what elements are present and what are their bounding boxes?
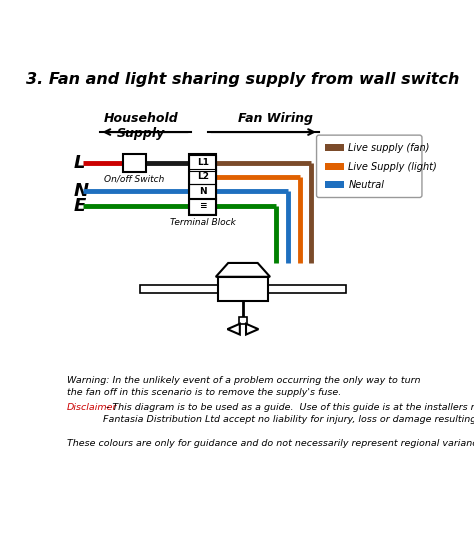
Bar — [140, 285, 218, 293]
Text: Terminal Block: Terminal Block — [170, 218, 236, 228]
Bar — [325, 181, 344, 188]
Bar — [325, 144, 344, 152]
Text: Household
Supply: Household Supply — [103, 112, 178, 140]
Polygon shape — [246, 324, 258, 335]
Bar — [325, 163, 344, 170]
Text: L: L — [73, 154, 85, 172]
Bar — [268, 285, 346, 293]
Text: E: E — [73, 197, 85, 215]
Bar — [190, 154, 216, 215]
Text: Disclaimer: Disclaimer — [67, 403, 118, 412]
Text: - This diagram is to be used as a guide.  Use of this guide is at the installers: - This diagram is to be used as a guide.… — [103, 403, 474, 424]
Text: N: N — [199, 187, 207, 196]
Text: Live Supply (light): Live Supply (light) — [348, 162, 437, 171]
FancyBboxPatch shape — [317, 135, 422, 198]
Text: Fan Wiring: Fan Wiring — [237, 112, 312, 125]
Text: L1: L1 — [197, 158, 209, 168]
Bar — [190, 184, 216, 199]
Text: Live supply (fan): Live supply (fan) — [348, 143, 430, 153]
Bar — [190, 169, 216, 184]
Text: N: N — [73, 183, 88, 200]
Bar — [123, 154, 146, 172]
Bar — [239, 317, 247, 324]
Text: Warning: In the unlikely event of a problem occurring the only way to turn
the f: Warning: In the unlikely event of a prob… — [67, 376, 420, 397]
Text: Neutral: Neutral — [348, 180, 384, 190]
Text: On/off Switch: On/off Switch — [104, 174, 164, 183]
Text: ≡: ≡ — [199, 201, 206, 210]
Text: 3. Fan and light sharing supply from wall switch: 3. Fan and light sharing supply from wal… — [26, 72, 460, 87]
Text: L2: L2 — [197, 172, 209, 181]
Bar — [190, 155, 216, 170]
Text: These colours are only for guidance and do not necessarily represent regional va: These colours are only for guidance and … — [67, 438, 474, 447]
Bar — [218, 277, 268, 301]
Bar — [190, 198, 216, 214]
Polygon shape — [216, 263, 270, 277]
Polygon shape — [228, 324, 240, 335]
